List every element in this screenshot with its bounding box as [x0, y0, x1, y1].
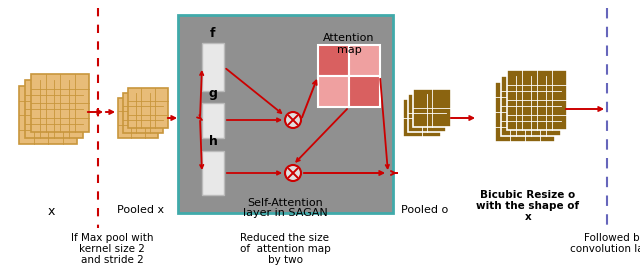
Text: g: g	[209, 87, 218, 99]
Bar	[202, 102, 224, 137]
Text: layer in SAGAN: layer in SAGAN	[243, 208, 328, 218]
Bar	[25, 80, 83, 138]
Bar	[202, 43, 224, 91]
Circle shape	[285, 165, 301, 181]
Text: x: x	[47, 205, 54, 218]
Bar	[31, 74, 89, 132]
Text: Attention: Attention	[323, 33, 375, 43]
Text: Self-Attention: Self-Attention	[248, 198, 323, 208]
Text: If Max pool with: If Max pool with	[71, 233, 153, 243]
Bar	[507, 70, 567, 130]
Text: Pooled x: Pooled x	[117, 205, 164, 215]
Bar	[118, 98, 158, 138]
Text: Pooled o: Pooled o	[401, 205, 449, 215]
Bar	[128, 88, 168, 128]
Text: kernel size 2: kernel size 2	[79, 244, 145, 254]
Bar	[501, 76, 561, 136]
Bar	[318, 45, 349, 76]
Text: x: x	[525, 212, 531, 222]
Bar	[349, 76, 380, 107]
Bar	[403, 99, 441, 137]
Circle shape	[285, 112, 301, 128]
Bar	[349, 45, 380, 76]
Bar	[178, 15, 393, 213]
Text: and stride 2: and stride 2	[81, 255, 143, 265]
Bar	[413, 89, 451, 127]
Bar	[408, 94, 446, 132]
Text: Followed by: Followed by	[584, 233, 640, 243]
Bar	[202, 151, 224, 195]
Text: by two: by two	[268, 255, 303, 265]
Text: map: map	[337, 45, 362, 55]
Text: with the shape of: with the shape of	[476, 201, 580, 211]
Bar	[495, 82, 555, 142]
Text: f: f	[211, 27, 216, 40]
Text: convolution layer: convolution layer	[570, 244, 640, 254]
Text: h: h	[209, 135, 218, 148]
Text: of  attention map: of attention map	[239, 244, 330, 254]
Bar	[318, 76, 349, 107]
Bar	[19, 86, 77, 144]
Text: Reduced the size: Reduced the size	[241, 233, 330, 243]
Bar	[123, 93, 163, 133]
Text: Bicubic Resize o: Bicubic Resize o	[481, 190, 575, 200]
